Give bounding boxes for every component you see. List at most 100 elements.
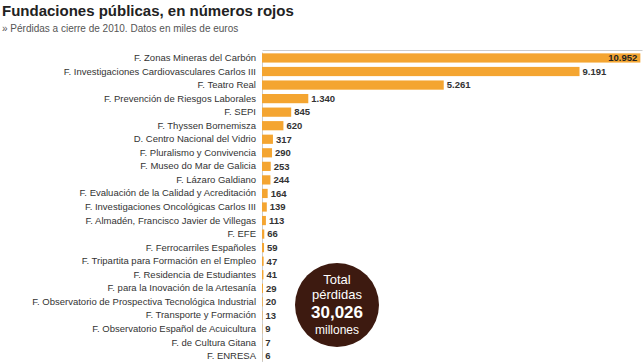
y-tick: F. Observatorio Español de Acuicultura [92, 323, 262, 334]
bar [262, 324, 263, 333]
y-tick-label: F. Ferrocarriles Españoles [146, 242, 257, 253]
y-tick-label: F. Transporte y Formación [146, 309, 256, 320]
y-tick: F. Teatro Real [198, 79, 262, 90]
bar [262, 297, 263, 306]
bar [262, 338, 263, 347]
data-label: 10.952 [608, 52, 637, 63]
data-label: 244 [273, 174, 290, 185]
y-tick: F. de Cultura Gitana [172, 337, 263, 348]
y-tick-label: F. Tripartita para Formación en el Emple… [82, 255, 256, 266]
y-tick: F. Ferrocarriles Españoles [146, 242, 262, 253]
bar [262, 229, 264, 238]
y-tick-label: F. Teatro Real [198, 79, 256, 90]
data-label: 113 [269, 215, 284, 226]
y-tick: F. ENRESA [207, 350, 262, 361]
y-tick: F. para la Inovación de la Artesanía [108, 282, 262, 293]
bar [262, 175, 270, 184]
data-label: 845 [294, 106, 311, 117]
annotation: millones [315, 323, 359, 337]
data-label: 29 [266, 283, 277, 294]
data-label: 59 [267, 242, 278, 253]
y-tick: F. Thyssen Bornemisza [157, 120, 262, 131]
y-tick: F. SEPI [224, 106, 262, 117]
total-circle [295, 263, 379, 347]
bar [262, 53, 640, 62]
y-tick: F. Pluralismo y Convivencia [140, 147, 262, 158]
y-tick-label: F. Museo do Mar de Galicia [140, 160, 256, 171]
y-tick-label: D. Centro Nacional del Vidrio [134, 133, 256, 144]
bar [262, 216, 266, 225]
y-tick: F. Almadén, Francisco Javier de Villegas [86, 215, 262, 226]
bar [262, 67, 580, 76]
y-tick: F. Investigaciones Oncológicas Carlos II… [85, 201, 262, 212]
y-tick-label: F. Observatorio Español de Acuicultura [92, 323, 256, 334]
annotation: Total [323, 272, 351, 287]
data-label: 7 [265, 337, 270, 348]
y-tick: F. Transporte y Formación [146, 309, 262, 320]
y-tick: F. Museo do Mar de Galicia [140, 160, 262, 171]
data-label: 620 [286, 120, 302, 131]
y-tick-label: F. Investigaciones Oncológicas Carlos II… [85, 201, 256, 212]
bar [262, 243, 264, 252]
y-tick-label: F. Almadén, Francisco Javier de Villegas [86, 215, 257, 226]
data-label: 9 [265, 323, 270, 334]
subtitle: » Pérdidas a cierre de 2010. Datos en mi… [2, 23, 238, 34]
y-tick-label: F. SEPI [224, 106, 256, 117]
data-label: 47 [267, 256, 278, 267]
total-badge: Totalpérdidas30,026millones [295, 263, 379, 347]
y-tick-label: F. ENRESA [207, 350, 257, 361]
annotation: 30,026 [311, 303, 363, 322]
chart: Fundaciones públicas, en números rojos » … [0, 0, 644, 362]
bar [262, 108, 291, 117]
data-label: 139 [270, 201, 286, 212]
data-label: 253 [274, 161, 290, 172]
title: Fundaciones públicas, en números rojos [2, 2, 294, 19]
y-tick: F. Prevención de Riesgos Laborales [104, 93, 262, 104]
bar [262, 135, 273, 144]
y-tick: F. Evaluación de la Calidad y Acreditaci… [80, 187, 262, 198]
bar [262, 270, 263, 279]
x-axis-line [263, 50, 643, 51]
bar [262, 162, 271, 171]
bar [262, 351, 263, 360]
y-tick-label: F. Lázaro Galdiano [176, 174, 256, 185]
y-tick-label: F. Thyssen Bornemisza [157, 120, 256, 131]
bar [262, 189, 268, 198]
bar [262, 311, 263, 320]
y-tick-label: F. Evaluación de la Calidad y Acreditaci… [80, 187, 256, 198]
bar [262, 94, 308, 103]
data-labels: 10.9529.1915.2611.3408456203172902532441… [265, 52, 637, 361]
y-tick-label: F. de Cultura Gitana [172, 337, 257, 348]
y-tick-label: F. EFE [227, 228, 256, 239]
data-label: 290 [275, 147, 291, 158]
data-label: 9.191 [583, 66, 607, 77]
y-tick-label: F. Zonas Mineras del Carbón [134, 52, 256, 63]
y-tick-label: F. Pluralismo y Convivencia [140, 147, 257, 158]
bar [262, 202, 267, 211]
data-label: 20 [266, 296, 277, 307]
y-tick: F. Lázaro Galdiano [176, 174, 262, 185]
y-tick-label: F. Residencia de Estudiantes [133, 269, 256, 280]
x-axis [263, 50, 643, 51]
y-tick-label: F. Observatorio de Prospectiva Tecnológi… [32, 296, 256, 307]
y-tick-label: F. Investigaciones Cardiovasculares Carl… [64, 66, 256, 77]
y-axis: F. Zonas Mineras del Carbón F. Investigac… [32, 52, 262, 362]
bar [262, 80, 444, 89]
y-tick: D. Centro Nacional del Vidrio [134, 133, 262, 144]
data-label: 66 [267, 228, 278, 239]
y-tick-label: F. para la Inovación de la Artesanía [108, 282, 257, 293]
bar [262, 257, 264, 266]
data-label: 317 [276, 134, 292, 145]
y-tick: F. Investigaciones Cardiovasculares Carl… [64, 66, 262, 77]
data-label: 164 [271, 188, 288, 199]
y-tick: F. Zonas Mineras del Carbón [134, 52, 262, 63]
data-label: 13 [265, 310, 276, 321]
data-label: 1.340 [311, 93, 335, 104]
bar [262, 284, 263, 293]
y-tick: F. Observatorio de Prospectiva Tecnológi… [32, 296, 262, 307]
data-label: 41 [266, 269, 277, 280]
y-tick: F. EFE [227, 228, 262, 239]
annotation: pérdidas [312, 287, 362, 302]
y-tick-label: F. Prevención de Riesgos Laborales [104, 93, 256, 104]
bar [262, 148, 272, 157]
